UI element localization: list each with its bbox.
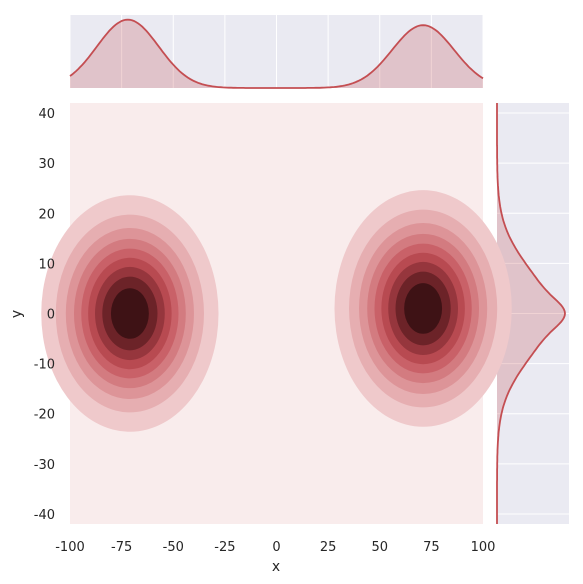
y-tick-label: -30 [34,458,55,473]
marginal-y-panel [496,103,569,524]
contour-level [110,288,149,339]
y-axis-label: y [9,310,25,318]
x-tick-label: 50 [371,540,388,555]
marginal-y-gridlines [497,112,569,515]
marginal-x-density-line [69,18,484,89]
y-tick-label: 20 [38,207,55,222]
y-tick-labels: 40 30 20 10 0 -10 -20 -30 -40 [34,107,55,523]
x-tick-label: 25 [320,540,337,555]
y-tick-label: 40 [38,107,55,122]
x-tick-label: -100 [55,540,85,555]
contour-level [404,283,443,334]
y-tick-label: 0 [47,308,55,323]
y-tick-label: -40 [34,508,55,523]
y-tick-label: -20 [34,408,55,423]
marginal-y-density-fill [497,103,565,524]
y-tick-label: -10 [34,358,55,373]
marginal-x-density-fill [70,19,483,89]
y-tick-label: 10 [38,257,55,272]
x-tick-label: 100 [471,540,496,555]
x-tick-label: 75 [423,540,440,555]
marginal-x-panel [69,15,484,89]
marginal-y-density-line [496,103,566,524]
contour-levels [41,190,512,432]
x-tick-label: -50 [163,540,184,555]
x-tick-labels: -100 -75 -50 -25 0 25 50 75 100 [55,540,495,555]
x-tick-label: -75 [111,540,132,555]
x-tick-label: -25 [214,540,235,555]
x-tick-label: 0 [272,540,280,555]
y-tick-label: 30 [38,157,55,172]
x-axis-label: x [272,559,280,575]
joint-panel [41,103,512,524]
